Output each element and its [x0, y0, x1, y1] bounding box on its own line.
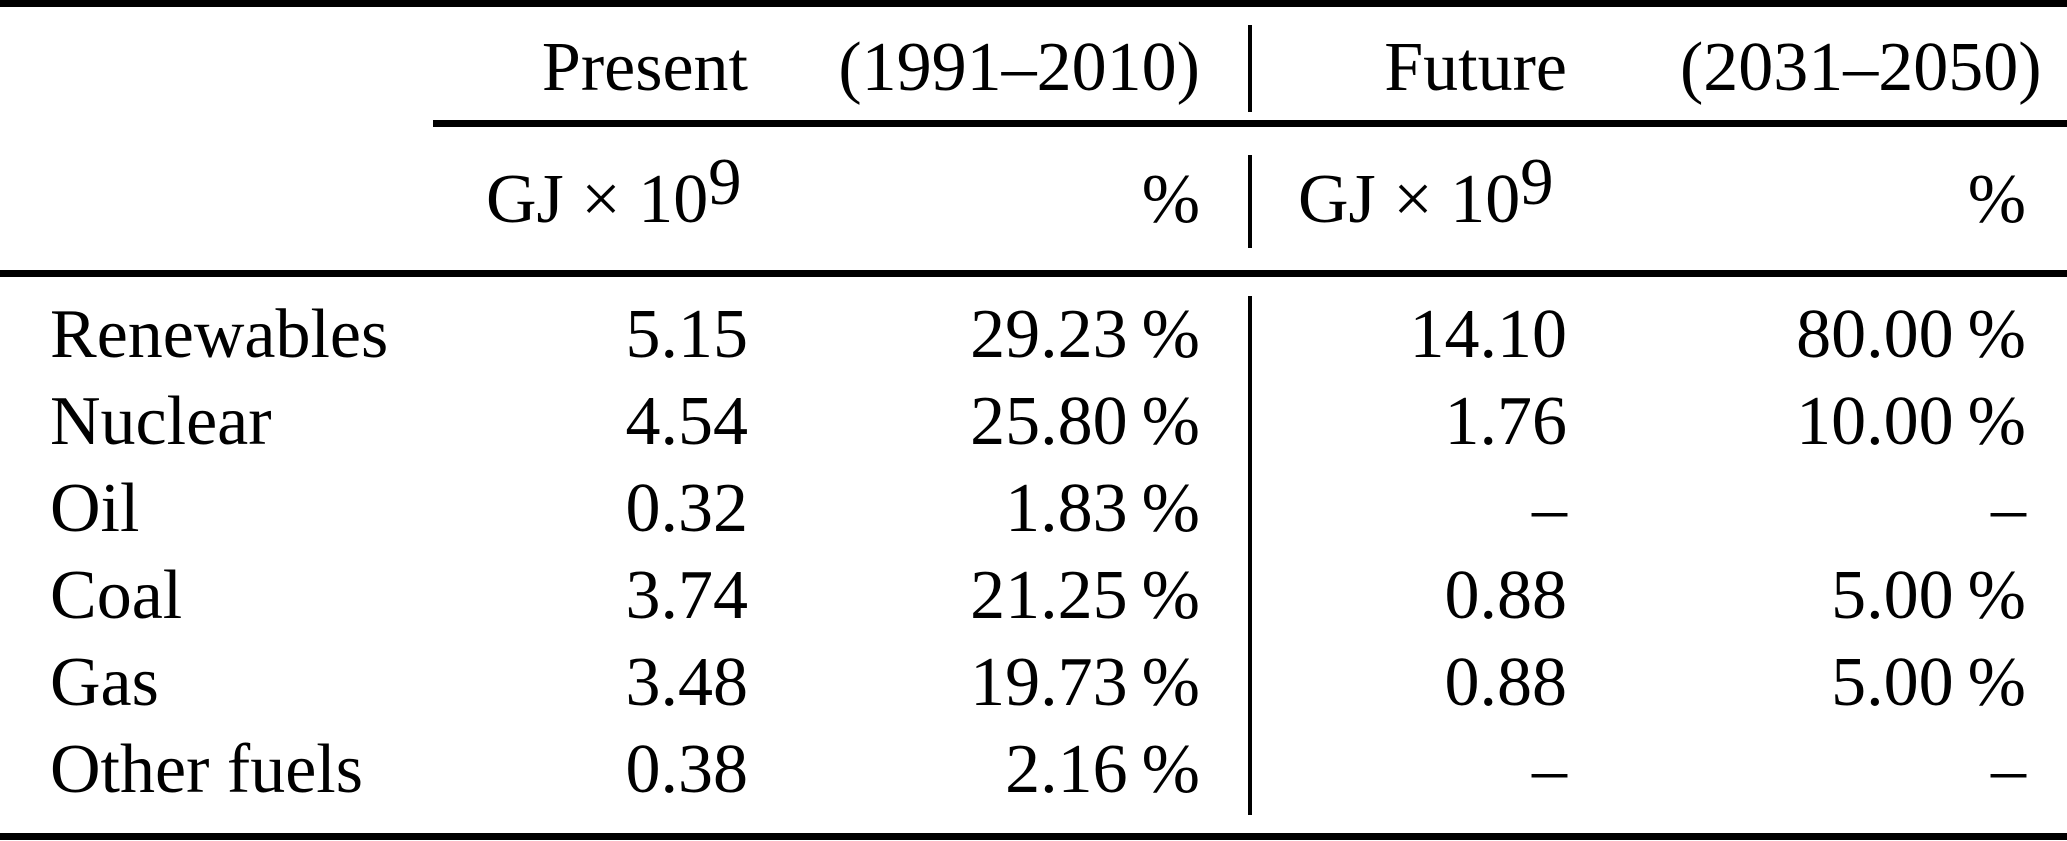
future-gj-cell: 0.88 — [1444, 644, 1568, 721]
present-pct-cell: 2.16 % — [1005, 731, 1200, 808]
future-pct-cell: 80.00 % — [1796, 296, 2026, 373]
gj-unit-base: GJ × 10 — [486, 161, 709, 238]
row-label-cell: Coal — [50, 557, 183, 634]
bottom-rule — [0, 833, 2067, 840]
future-gj-cell: – — [1532, 731, 1567, 808]
present-gj-cell: 3.48 — [625, 644, 749, 721]
header-group-rule — [433, 120, 2067, 127]
future-gj-cell: 0.88 — [1444, 557, 1568, 634]
present-gj-unit-header: GJ × 109 — [486, 149, 906, 251]
future-pct-cell: 5.00 % — [1831, 644, 2026, 721]
row-label-cell: Nuclear — [50, 383, 272, 460]
gj-unit-exponent: 9 — [708, 146, 742, 220]
present-pct-cell: 1.83 % — [1005, 470, 1200, 547]
present-gj-cell: 5.15 — [625, 296, 749, 373]
present-group-label: Present — [541, 29, 748, 106]
future-gj-cell: 14.10 — [1409, 296, 1568, 373]
top-rule — [0, 0, 2067, 7]
present-pct-cell: 19.73 % — [970, 644, 1200, 721]
future-gj-unit-header: GJ × 109 — [1298, 149, 1718, 251]
future-group-range: (2031–2050) — [1680, 29, 2042, 106]
present-pct-cell: 29.23 % — [970, 296, 1200, 373]
row-label-cell: Other fuels — [50, 731, 363, 808]
row-label-cell: Gas — [50, 644, 159, 721]
present-gj-cell: 0.32 — [625, 470, 749, 547]
present-pct-cell: 25.80 % — [970, 383, 1200, 460]
header-body-rule — [0, 270, 2067, 277]
future-group-label: Future — [1384, 29, 1567, 106]
row-label-cell: Oil — [50, 470, 140, 547]
present-gj-cell: 0.38 — [625, 731, 749, 808]
future-pct-cell: 5.00 % — [1831, 557, 2026, 634]
present-pct-cell: 21.25 % — [970, 557, 1200, 634]
column-separator — [1248, 155, 1252, 248]
gj-unit-exponent: 9 — [1520, 146, 1554, 220]
present-percent-unit-header: % — [1141, 161, 1200, 238]
present-gj-cell: 4.54 — [625, 383, 749, 460]
gj-unit-base: GJ × 10 — [1298, 161, 1521, 238]
future-pct-cell: – — [1991, 731, 2026, 808]
present-group-range: (1991–2010) — [838, 29, 1200, 106]
column-separator — [1248, 296, 1252, 815]
future-percent-unit-header: % — [1967, 161, 2026, 238]
future-pct-cell: – — [1991, 470, 2026, 547]
present-gj-cell: 3.74 — [625, 557, 749, 634]
future-gj-cell: 1.76 — [1444, 383, 1568, 460]
row-label-cell: Renewables — [50, 296, 389, 373]
column-separator — [1248, 25, 1252, 112]
future-pct-cell: 10.00 % — [1796, 383, 2026, 460]
future-gj-cell: – — [1532, 470, 1567, 547]
